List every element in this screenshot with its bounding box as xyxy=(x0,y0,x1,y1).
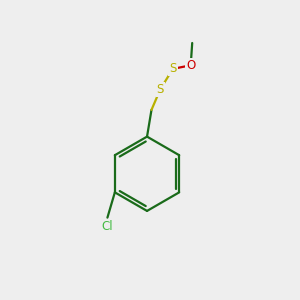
Text: Cl: Cl xyxy=(101,220,112,233)
Text: S: S xyxy=(169,62,177,75)
Text: S: S xyxy=(157,82,164,96)
Text: O: O xyxy=(186,59,195,72)
